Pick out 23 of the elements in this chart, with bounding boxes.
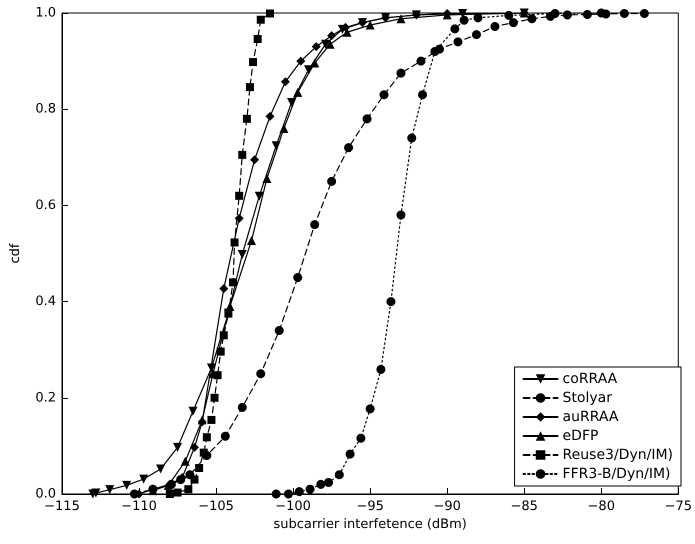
x-tick-label: −100 (275, 499, 311, 514)
x-tick-label: −105 (198, 499, 234, 514)
legend-label: auRRAA (562, 409, 619, 425)
y-tick-label: 0.8 (35, 102, 56, 117)
y-tick-label: 0.6 (35, 198, 56, 213)
legend-label: Reuse3/Dyn/IM) (562, 447, 674, 463)
x-axis-title: subcarrier interfetence (dBm) (273, 517, 467, 532)
legend-label: eDFP (562, 428, 598, 444)
x-tick-label: −75 (664, 499, 692, 514)
x-tick-label: −85 (510, 499, 538, 514)
x-tick-label: −95 (356, 499, 384, 514)
legend-label: FFR3-B/Dyn/IM) (562, 466, 671, 482)
y-tick-label: 0.4 (35, 294, 56, 310)
x-tick-label: −80 (588, 499, 615, 514)
legend-label: coRRAA (562, 371, 618, 387)
y-tick-label: 0.2 (35, 390, 56, 406)
x-tick-label: −110 (121, 499, 157, 514)
y-tick-label: 0.0 (35, 486, 56, 502)
y-axis-title: cdf (8, 243, 23, 264)
legend-label: Stolyar (562, 390, 612, 406)
x-tick-label: −115 (44, 499, 80, 514)
y-tick-label: 1.0 (35, 6, 56, 20)
x-tick-label: −90 (433, 499, 461, 514)
